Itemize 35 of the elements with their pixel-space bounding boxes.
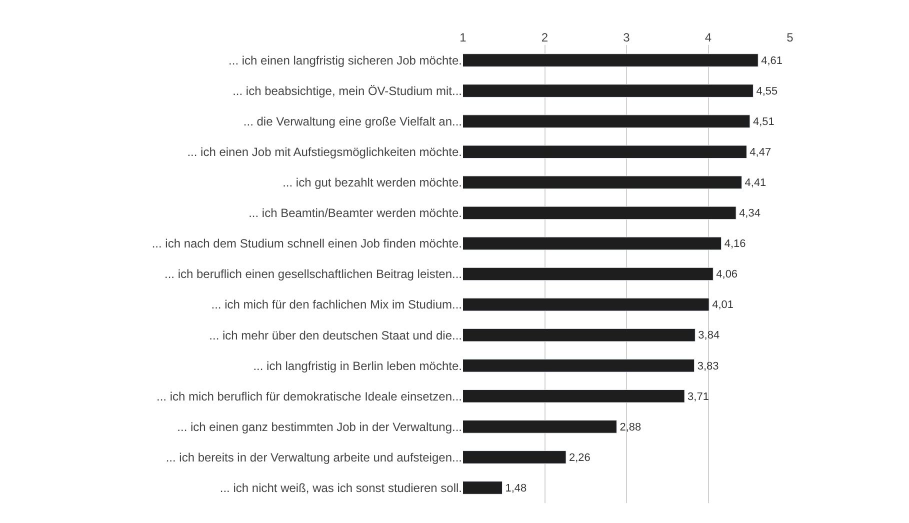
y-tick-label: ... ich mehr über den deutschen Staat und die... — [209, 328, 462, 342]
x-tick-label: 2 — [541, 30, 548, 45]
data-label: 4,01 — [712, 299, 734, 312]
x-tick-label: 5 — [786, 30, 794, 45]
y-tick-label: ... ich Beamtin/Beamter werden möchte. — [248, 206, 462, 220]
data-label: 4,51 — [752, 116, 774, 128]
data-label: 4,61 — [761, 54, 783, 67]
y-tick-label: ... ich beruflich einen gesellschaftlichen Beitrag leisten... — [164, 267, 462, 282]
data-label: 4,34 — [739, 208, 760, 220]
y-tick-label: ... die Verwaltung eine große Vielfalt an... — [243, 114, 462, 129]
y-tick-label: ... ich mich für den fachlichen Mix im Studium... — [211, 298, 462, 312]
data-label: 1,48 — [505, 482, 527, 494]
data-label: 3,71 — [688, 390, 709, 403]
data-label: 3,84 — [698, 330, 720, 342]
x-tick-label: 1 — [460, 30, 467, 45]
data-label: 2,26 — [569, 452, 590, 464]
y-tick-label: ... ich bereits in der Verwaltung arbeite und aufsteigen... — [166, 450, 462, 464]
data-label: 4,16 — [724, 238, 746, 250]
data-label: 4,06 — [716, 268, 738, 281]
data-label: 4,55 — [756, 85, 778, 98]
y-tick-label: ... ich einen ganz bestimmten Job in der Verwaltung... — [177, 420, 462, 434]
data-label: 3,83 — [697, 360, 719, 372]
y-tick-label: ... ich mich beruflich für demokratische Ideale einsetzen... — [156, 389, 462, 404]
data-label: 2,88 — [620, 421, 642, 434]
y-tick-label: ... ich einen langfristig sicheren Job möchte. — [228, 53, 462, 68]
y-tick-label: ... ich beabsichtige, mein ÖV-Studium mit... — [232, 84, 462, 98]
y-tick-label: ... ich nicht weiß, was ich sonst studieren soll. — [220, 480, 462, 495]
data-label: 4,41 — [744, 177, 766, 190]
data-label: 4,47 — [750, 146, 772, 159]
x-tick-label: 4 — [704, 30, 712, 45]
y-tick-label: ... ich langfristig in Berlin leben möchte. — [253, 358, 462, 373]
y-tick-label: ... ich nach dem Studium schnell einen Job finden möchte. — [152, 236, 462, 251]
y-tick-label: ... ich gut bezahlt werden möchte. — [282, 176, 462, 190]
x-tick-label: 3 — [623, 30, 630, 45]
y-tick-label: ... ich einen Job mit Aufstiegsmöglichkeiten möchte. — [187, 145, 462, 160]
